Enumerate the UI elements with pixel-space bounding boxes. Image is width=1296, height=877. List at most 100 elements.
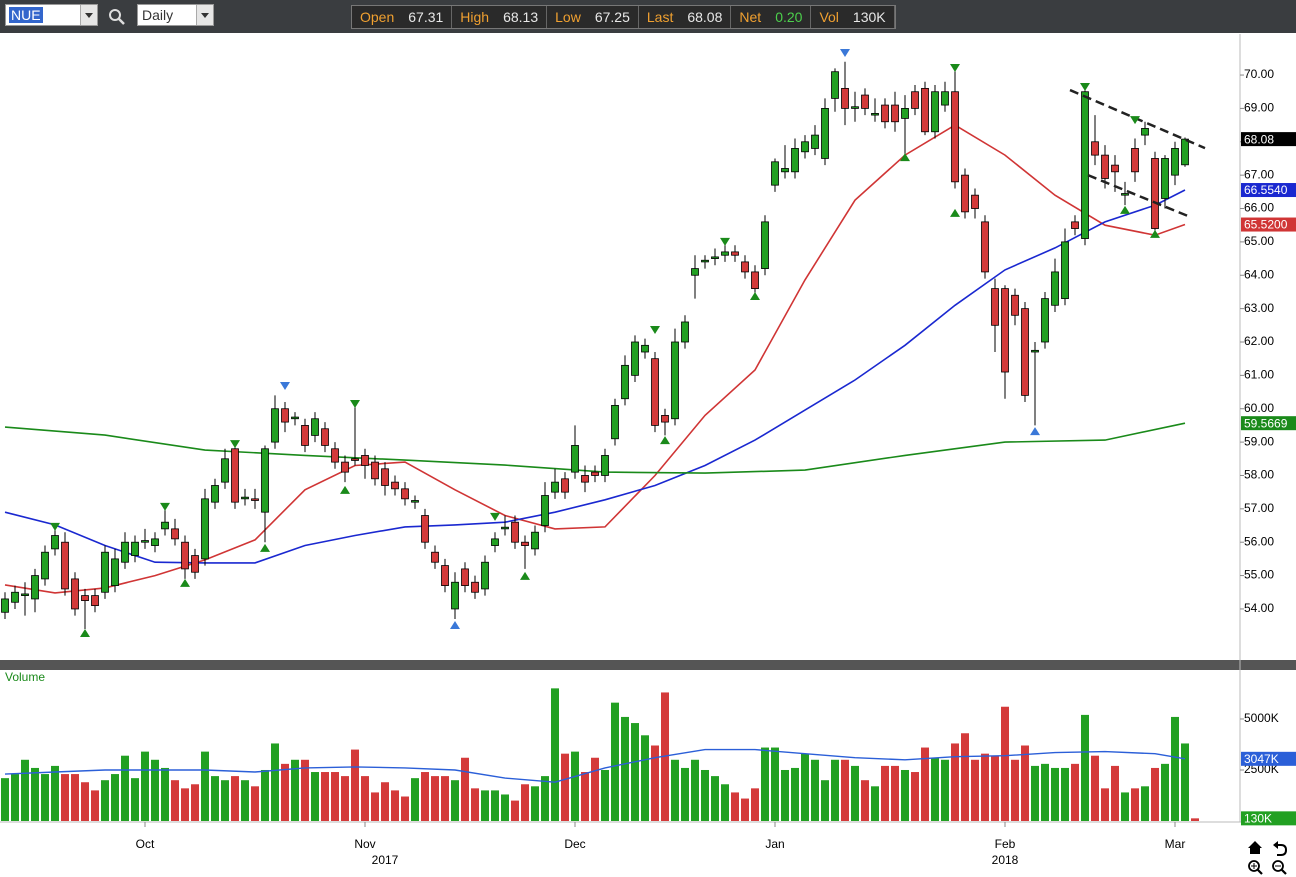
volume-bar	[771, 747, 779, 821]
candle-body	[51, 535, 59, 550]
quote-value: 0.20	[775, 9, 803, 25]
pivot-marker	[950, 208, 960, 217]
candle-body	[421, 515, 429, 543]
candle-body	[1141, 128, 1149, 136]
candle-body	[1091, 141, 1099, 156]
y-tick-label: 56.00	[1244, 534, 1274, 548]
volume-bar	[1171, 716, 1179, 821]
volume-bar	[241, 780, 249, 821]
candle-body	[611, 404, 619, 440]
volume-bar	[401, 796, 409, 821]
pivot-marker	[1130, 116, 1140, 125]
volume-bar	[491, 790, 499, 821]
value-tag	[1241, 217, 1296, 232]
quote-cell: Low 67.25	[547, 6, 639, 28]
zoom-out-icon[interactable]	[1272, 860, 1287, 875]
candle-body	[731, 251, 739, 256]
candle-body	[571, 445, 579, 473]
volume-bar	[71, 774, 79, 821]
undo-icon[interactable]	[1273, 841, 1288, 856]
y-tick-label: 62.00	[1244, 334, 1274, 348]
candle-body	[711, 256, 719, 259]
quote-label: Open	[360, 9, 395, 25]
value-tag-label: 66.5540	[1244, 183, 1288, 197]
volume-title: Volume	[5, 670, 45, 684]
volume-bar	[1001, 706, 1009, 821]
candle-body	[241, 496, 249, 500]
pivot-marker	[340, 485, 350, 494]
moving-average-line	[4, 189, 1186, 564]
candle-body	[851, 106, 859, 109]
x-tick-label: Oct	[136, 837, 155, 851]
candle-body	[231, 448, 239, 503]
candle-body	[811, 134, 819, 149]
value-tag-label: 130K	[1244, 812, 1272, 826]
volume-bar	[151, 759, 159, 821]
volume-bar	[571, 751, 579, 821]
candle-body	[301, 425, 309, 446]
candle-body	[681, 321, 689, 343]
zoom-in-icon[interactable]	[1248, 860, 1263, 875]
symbol-dropdown[interactable]	[80, 5, 97, 25]
volume-bar	[291, 759, 299, 821]
candle-body	[371, 461, 379, 480]
candle-body	[211, 485, 219, 503]
volume-bar	[871, 786, 879, 821]
candle-body	[1031, 349, 1039, 353]
volume-bar	[1091, 755, 1099, 821]
volume-bar	[171, 780, 179, 821]
y-tick-label: 57.00	[1244, 501, 1274, 515]
pivot-marker	[950, 64, 960, 73]
pivot-marker	[230, 440, 240, 449]
volume-bar	[371, 792, 379, 821]
volume-bar	[161, 767, 169, 821]
quote-value: 68.13	[503, 9, 539, 25]
candle-body	[11, 591, 19, 603]
volume-average-line	[4, 748, 1186, 783]
candle-body	[521, 541, 529, 546]
volume-bar	[501, 794, 509, 821]
candle-body	[451, 581, 459, 610]
candle-body	[111, 558, 119, 586]
quote-label: Net	[739, 9, 762, 25]
candle-body	[661, 415, 669, 423]
candle-body	[1071, 221, 1079, 229]
x-tick-label: Jan	[765, 837, 784, 851]
candle-body	[551, 481, 559, 493]
candle-body	[641, 344, 649, 353]
quote-value: 130K	[852, 9, 886, 25]
volume-bar	[931, 757, 939, 821]
panel-separator	[0, 660, 1296, 670]
y-tick-label: 60.00	[1244, 401, 1274, 415]
volume-bar	[181, 788, 189, 821]
home-icon[interactable]	[1248, 841, 1262, 854]
y-tick-label: 69.00	[1244, 101, 1274, 115]
volume-bar	[581, 772, 589, 821]
interval-dropdown[interactable]	[196, 5, 213, 25]
toolbar: NUE Daily Open 67.31 High 68.13 Low 67.25 Last…	[0, 0, 1296, 33]
candle-body	[971, 194, 979, 209]
pivot-marker	[520, 571, 530, 580]
value-tag-label: 65.5200	[1244, 218, 1288, 232]
candle-body	[1121, 193, 1129, 196]
volume-bar	[721, 784, 729, 821]
candle-body	[1, 598, 9, 613]
volume-bar	[1071, 763, 1079, 821]
volume-bar	[1151, 767, 1159, 821]
symbol-input[interactable]: NUE	[5, 4, 98, 26]
volume-bar	[981, 753, 989, 821]
volume-bar	[281, 763, 289, 821]
candle-body	[181, 541, 189, 570]
volume-bar	[361, 776, 369, 821]
volume-bar	[251, 786, 259, 821]
volume-bar	[51, 765, 59, 821]
volume-bar	[481, 790, 489, 821]
pivot-marker	[80, 628, 90, 637]
volume-bar	[1141, 786, 1149, 821]
volume-bar	[1061, 767, 1069, 821]
y-tick-label: 55.00	[1244, 568, 1274, 582]
interval-select[interactable]: Daily	[137, 4, 214, 26]
search-icon[interactable]	[107, 7, 127, 27]
volume-bar	[631, 723, 639, 821]
